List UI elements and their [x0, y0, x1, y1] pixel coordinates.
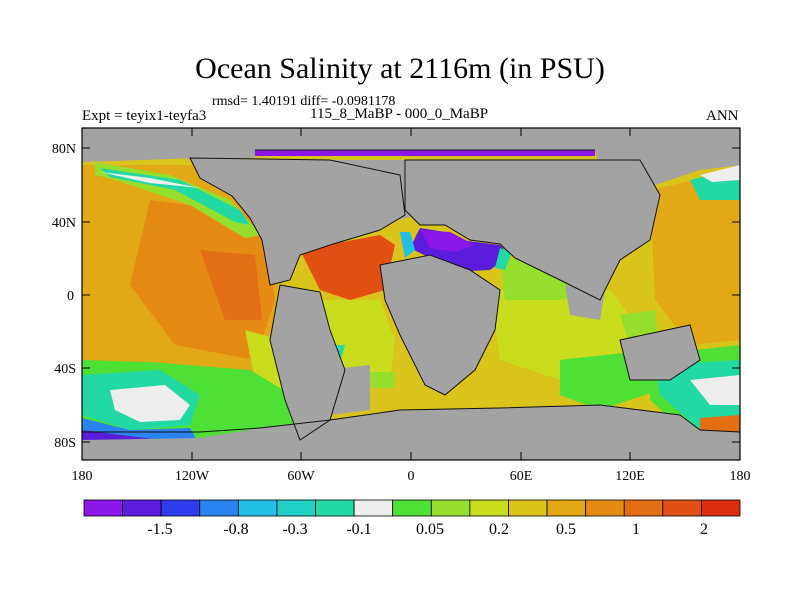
southeast-white: [690, 375, 740, 405]
lon-tick-label: 180: [72, 469, 93, 484]
colorbar-labels: -1.5 -0.8 -0.3 -0.1 0.05 0.2 0.5 1 2: [147, 521, 708, 538]
colorbar-swatch: [237, 499, 278, 517]
colorbar-swatch: [199, 499, 239, 517]
colorbar-label: 1: [632, 521, 640, 538]
colorbar-swatch: [83, 499, 123, 517]
map-field: [82, 128, 740, 460]
experiment-label: Expt = teyix1-teyfa3: [82, 108, 207, 124]
colorbar-swatch: [701, 499, 741, 517]
colorbar-swatch: [469, 499, 509, 517]
colorbar-label: 0.5: [556, 521, 576, 538]
colorbar-swatch: [392, 499, 432, 517]
south-atlantic-green: [368, 372, 395, 388]
rmsd-diff-stats: rmsd= 1.40191 diff= -0.0981178: [212, 94, 396, 109]
mediterranean-east-teal: [495, 248, 512, 270]
lon-tick-label: 0: [408, 469, 415, 484]
axis-ticks: [81, 128, 741, 460]
north-pacific-band-2: [100, 168, 250, 225]
colorbar-label: -1.5: [147, 521, 172, 538]
colorbar-label: 2: [700, 521, 708, 538]
lat-tick-label: 80S: [54, 436, 76, 451]
lat-tick-label: 40N: [52, 216, 76, 231]
colorbar-swatch: [662, 499, 702, 517]
lat-tick-label: 0: [67, 289, 74, 304]
colorbar-label: -0.1: [346, 521, 371, 538]
lon-tick-label: 60W: [287, 469, 315, 484]
colorbar-swatch: [315, 499, 355, 517]
southern-pacific-white: [110, 385, 190, 422]
colorbar: [83, 499, 741, 517]
east-pacific-field: [650, 170, 740, 345]
northeast-white: [700, 165, 740, 182]
colorbar-swatch: [122, 499, 162, 517]
gibraltar-cyan: [400, 232, 415, 258]
lon-tick-label: 60E: [510, 469, 533, 484]
colorbar-label: -0.3: [282, 521, 307, 538]
lat-tick-label: 80N: [52, 142, 76, 157]
season-label: ANN: [706, 108, 739, 124]
colorbar-swatch: [160, 499, 201, 517]
coastlines: [82, 149, 740, 441]
colorbar-swatch: [276, 499, 316, 517]
colorbar-swatch: [623, 499, 664, 517]
lat-tick-label: 40S: [54, 362, 76, 377]
land-masses: [82, 128, 740, 460]
colorbar-label: -0.8: [223, 521, 248, 538]
colorbar-swatch: [430, 499, 471, 517]
mediterranean-purple: [420, 230, 475, 252]
north-pacific-white: [100, 172, 200, 188]
colorbar-label: 0.05: [416, 521, 444, 538]
pacific-core-field: [200, 250, 262, 320]
map-title: Ocean Salinity at 2116m (in PSU): [195, 52, 605, 85]
period-label: 115_8_MaBP - 000_0_MaBP: [310, 106, 489, 122]
colorbar-swatch: [585, 499, 625, 517]
lon-tick-label: 180: [730, 469, 751, 484]
colorbar-swatch: [546, 499, 587, 517]
colorbar-swatch: [353, 499, 394, 517]
lon-tick-label: 120E: [615, 469, 645, 484]
colorbar-label: 0.2: [489, 521, 509, 538]
north-atlantic-red: [300, 235, 395, 300]
lon-tick-label: 120W: [175, 469, 210, 484]
colorbar-swatch: [508, 499, 548, 517]
